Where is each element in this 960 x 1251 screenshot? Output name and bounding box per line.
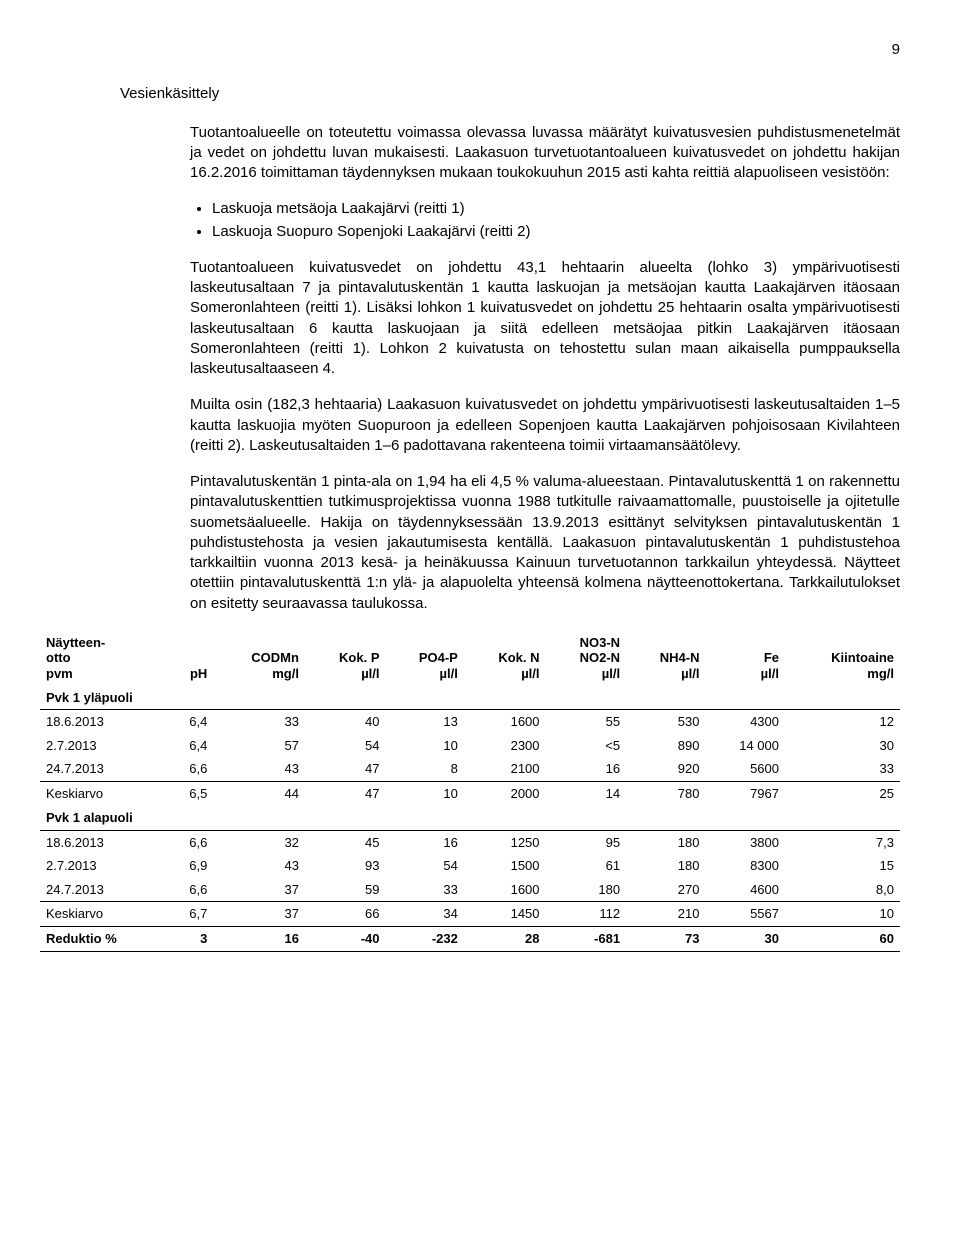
col-header-cod: CODMn mg/l	[213, 632, 305, 685]
paragraph-3: Muilta osin (182,3 hehtaaria) Laakasuon …	[190, 395, 900, 456]
table-row: 2.7.20136,9439354150061180830015	[40, 854, 900, 878]
page-number: 9	[120, 40, 900, 60]
col-header-kokp: Kok. P µl/l	[305, 632, 386, 685]
col-header-ph: pH	[167, 632, 213, 685]
paragraph-1: Tuotantoalueelle on toteutettu voimassa …	[190, 123, 900, 184]
table-body: Pvk 1 yläpuoli 18.6.20136,43340131600555…	[40, 685, 900, 952]
col-header-po4p: PO4-P µl/l	[386, 632, 464, 685]
col-header-kokn: Kok. N µl/l	[464, 632, 546, 685]
paragraph-4: Pintavalutuskentän 1 pinta-ala on 1,94 h…	[190, 472, 900, 614]
table-row-reduction: Reduktio %316-40-23228-681733060	[40, 927, 900, 952]
col-header-kiintoaine: Kiintoaine mg/l	[785, 632, 900, 685]
col-header-nh4n: NH4-N µl/l	[626, 632, 705, 685]
results-table-block: Näytteen- otto pvm pH CODMn mg/l Kok. P …	[40, 632, 900, 952]
col-header-fe: Fe µl/l	[706, 632, 785, 685]
table-row-avg: Keskiarvo6,73766341450112210556710	[40, 902, 900, 927]
list-item: Laskuoja Suopuro Sopenjoki Laakajärvi (r…	[212, 222, 900, 242]
table-row: 2.7.20136,45754102300<589014 00030	[40, 734, 900, 758]
table-row: 18.6.20136,632451612509518038007,3	[40, 830, 900, 854]
table-row-avg: Keskiarvo6,5444710200014780796725	[40, 781, 900, 805]
col-header-sample: Näytteen- otto pvm	[40, 632, 167, 685]
route-list: Laskuoja metsäoja Laakajärvi (reitti 1) …	[190, 199, 900, 242]
col-header-no3n: NO3-N NO2-N µl/l	[546, 632, 627, 685]
results-table: Näytteen- otto pvm pH CODMn mg/l Kok. P …	[40, 632, 900, 952]
paragraph-2: Tuotantoalueen kuivatusvedet on johdettu…	[190, 258, 900, 380]
section-label-2: Pvk 1 alapuoli	[40, 805, 900, 830]
section-title: Vesienkäsittely	[120, 84, 900, 104]
section-label-1: Pvk 1 yläpuoli	[40, 685, 900, 710]
table-row: 24.7.20136,643478210016920560033	[40, 757, 900, 781]
table-row: 18.6.20136,4334013160055530430012	[40, 710, 900, 734]
table-row: 24.7.20136,6375933160018027046008,0	[40, 878, 900, 902]
list-item: Laskuoja metsäoja Laakajärvi (reitti 1)	[212, 199, 900, 219]
